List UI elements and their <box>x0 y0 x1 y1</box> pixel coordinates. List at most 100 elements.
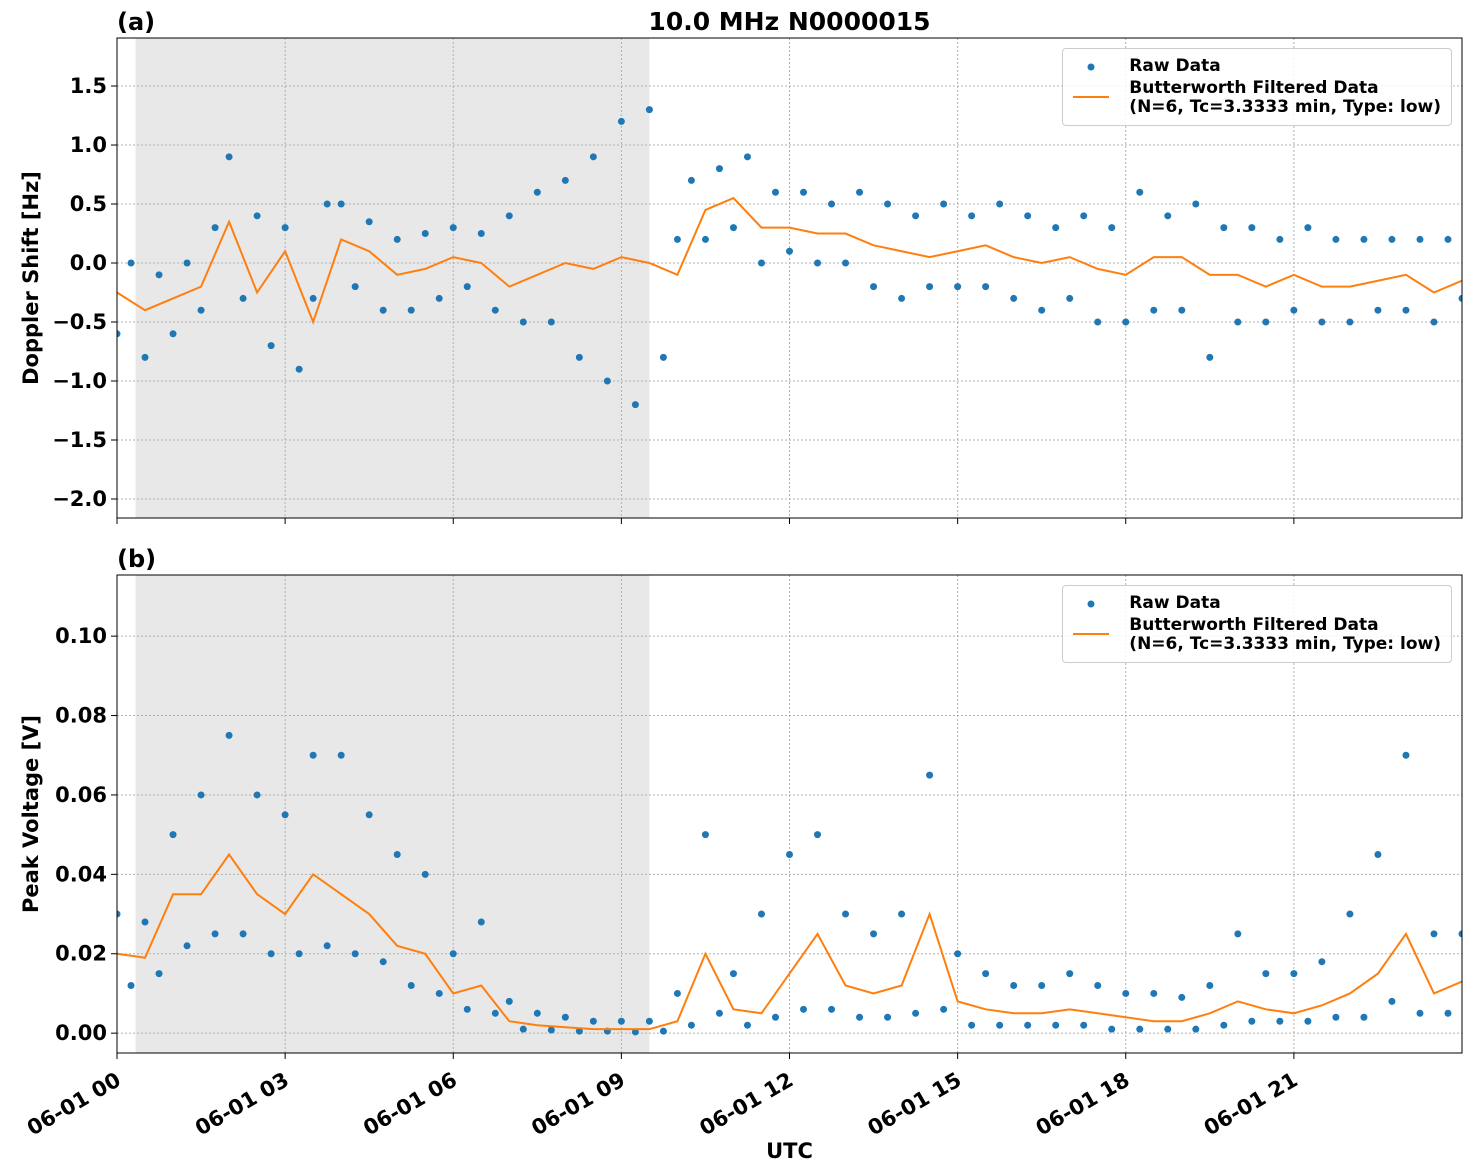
marker <box>1087 63 1095 71</box>
y-tick-label: 0.10 <box>55 624 107 648</box>
raw-point <box>1276 235 1284 243</box>
raw-point <box>996 1021 1004 1029</box>
y-axis-label: Doppler Shift [Hz] <box>19 171 43 385</box>
raw-point <box>575 1027 583 1035</box>
raw-point <box>701 831 709 839</box>
raw-point <box>1178 306 1186 314</box>
raw-point <box>267 342 275 350</box>
raw-point <box>954 950 962 958</box>
y-axis-label: Peak Voltage [V] <box>19 715 43 913</box>
raw-point <box>155 271 163 279</box>
raw-point <box>1402 751 1410 759</box>
raw-point <box>1276 1017 1284 1025</box>
raw-point <box>337 751 345 759</box>
raw-point <box>1430 318 1438 326</box>
legend-entry: Raw Data <box>1071 57 1441 77</box>
raw-point <box>1136 1025 1144 1033</box>
raw-point <box>435 294 443 302</box>
shaded-span <box>135 38 650 518</box>
raw-point <box>379 958 387 966</box>
x-tick-label: 06-01 12 <box>695 1068 797 1141</box>
y-tick-label: 0.5 <box>70 192 107 216</box>
raw-point <box>519 1025 527 1033</box>
raw-point <box>295 950 303 958</box>
y-tick-label: 0.08 <box>55 704 107 728</box>
raw-point <box>463 283 471 291</box>
raw-point <box>253 212 261 220</box>
raw-point <box>828 1005 836 1013</box>
raw-point <box>127 982 135 990</box>
plot-area <box>117 731 1462 1036</box>
raw-point <box>281 224 289 232</box>
raw-point <box>954 283 962 291</box>
raw-point <box>421 230 429 238</box>
raw-point <box>1220 1021 1228 1029</box>
raw-point <box>169 330 177 338</box>
raw-point <box>968 1021 976 1029</box>
raw-point <box>1444 235 1452 243</box>
y-tick-label: 0.06 <box>55 783 107 807</box>
y-tick-label: −1.5 <box>52 428 107 452</box>
raw-point <box>477 918 485 926</box>
raw-point <box>729 224 737 232</box>
raw-point <box>814 259 822 267</box>
y-tick-label: 0.02 <box>55 942 107 966</box>
raw-point <box>169 831 177 839</box>
raw-point <box>940 1005 948 1013</box>
raw-point <box>884 200 892 208</box>
raw-point <box>547 318 555 326</box>
raw-point <box>1122 318 1130 326</box>
shaded-span <box>135 575 650 1053</box>
raw-point <box>197 306 205 314</box>
raw-point <box>1192 1025 1200 1033</box>
raw-point <box>505 997 513 1005</box>
raw-point <box>127 259 135 267</box>
filtered-line <box>117 852 1462 1031</box>
legend-label: Butterworth Filtered Data (N=6, Tc=3.333… <box>1129 615 1441 654</box>
raw-point <box>1402 306 1410 314</box>
raw-point <box>1388 997 1396 1005</box>
raw-point <box>1234 318 1242 326</box>
raw-point <box>1052 224 1060 232</box>
raw-point <box>239 930 247 938</box>
legend-label: Raw Data <box>1129 593 1221 613</box>
raw-point <box>673 989 681 997</box>
raw-point <box>631 401 639 409</box>
raw-point <box>1150 306 1158 314</box>
raw-point <box>323 200 331 208</box>
raw-point <box>842 910 850 918</box>
raw-point <box>211 930 219 938</box>
raw-point <box>1374 306 1382 314</box>
raw-point <box>575 353 583 361</box>
raw-point <box>884 1013 892 1021</box>
x-tick-label: 06-01 09 <box>527 1068 629 1141</box>
raw-point <box>589 153 597 161</box>
raw-point <box>659 353 667 361</box>
raw-point <box>1458 930 1462 938</box>
raw-point <box>912 212 920 220</box>
raw-point <box>323 942 331 950</box>
y-tick-label: 0.0 <box>70 251 107 275</box>
raw-point <box>1346 910 1354 918</box>
raw-point <box>1388 235 1396 243</box>
raw-point <box>940 200 948 208</box>
raw-point <box>117 330 121 338</box>
raw-point <box>968 212 976 220</box>
raw-point <box>253 791 261 799</box>
raw-point <box>117 910 121 918</box>
raw-point <box>1206 353 1214 361</box>
raw-point <box>898 294 906 302</box>
x-tick-label: 06-01 00 <box>23 1068 125 1141</box>
raw-point <box>449 950 457 958</box>
raw-point <box>856 1013 864 1021</box>
raw-point <box>1416 235 1424 243</box>
raw-point <box>814 831 822 839</box>
raw-point <box>1220 224 1228 232</box>
raw-point <box>687 1021 695 1029</box>
y-tick-label: −0.5 <box>52 310 107 334</box>
x-tick-label: 06-01 15 <box>864 1068 966 1141</box>
raw-point <box>1136 188 1144 196</box>
raw-point <box>1262 970 1270 978</box>
raw-point <box>687 176 695 184</box>
raw-point <box>491 306 499 314</box>
